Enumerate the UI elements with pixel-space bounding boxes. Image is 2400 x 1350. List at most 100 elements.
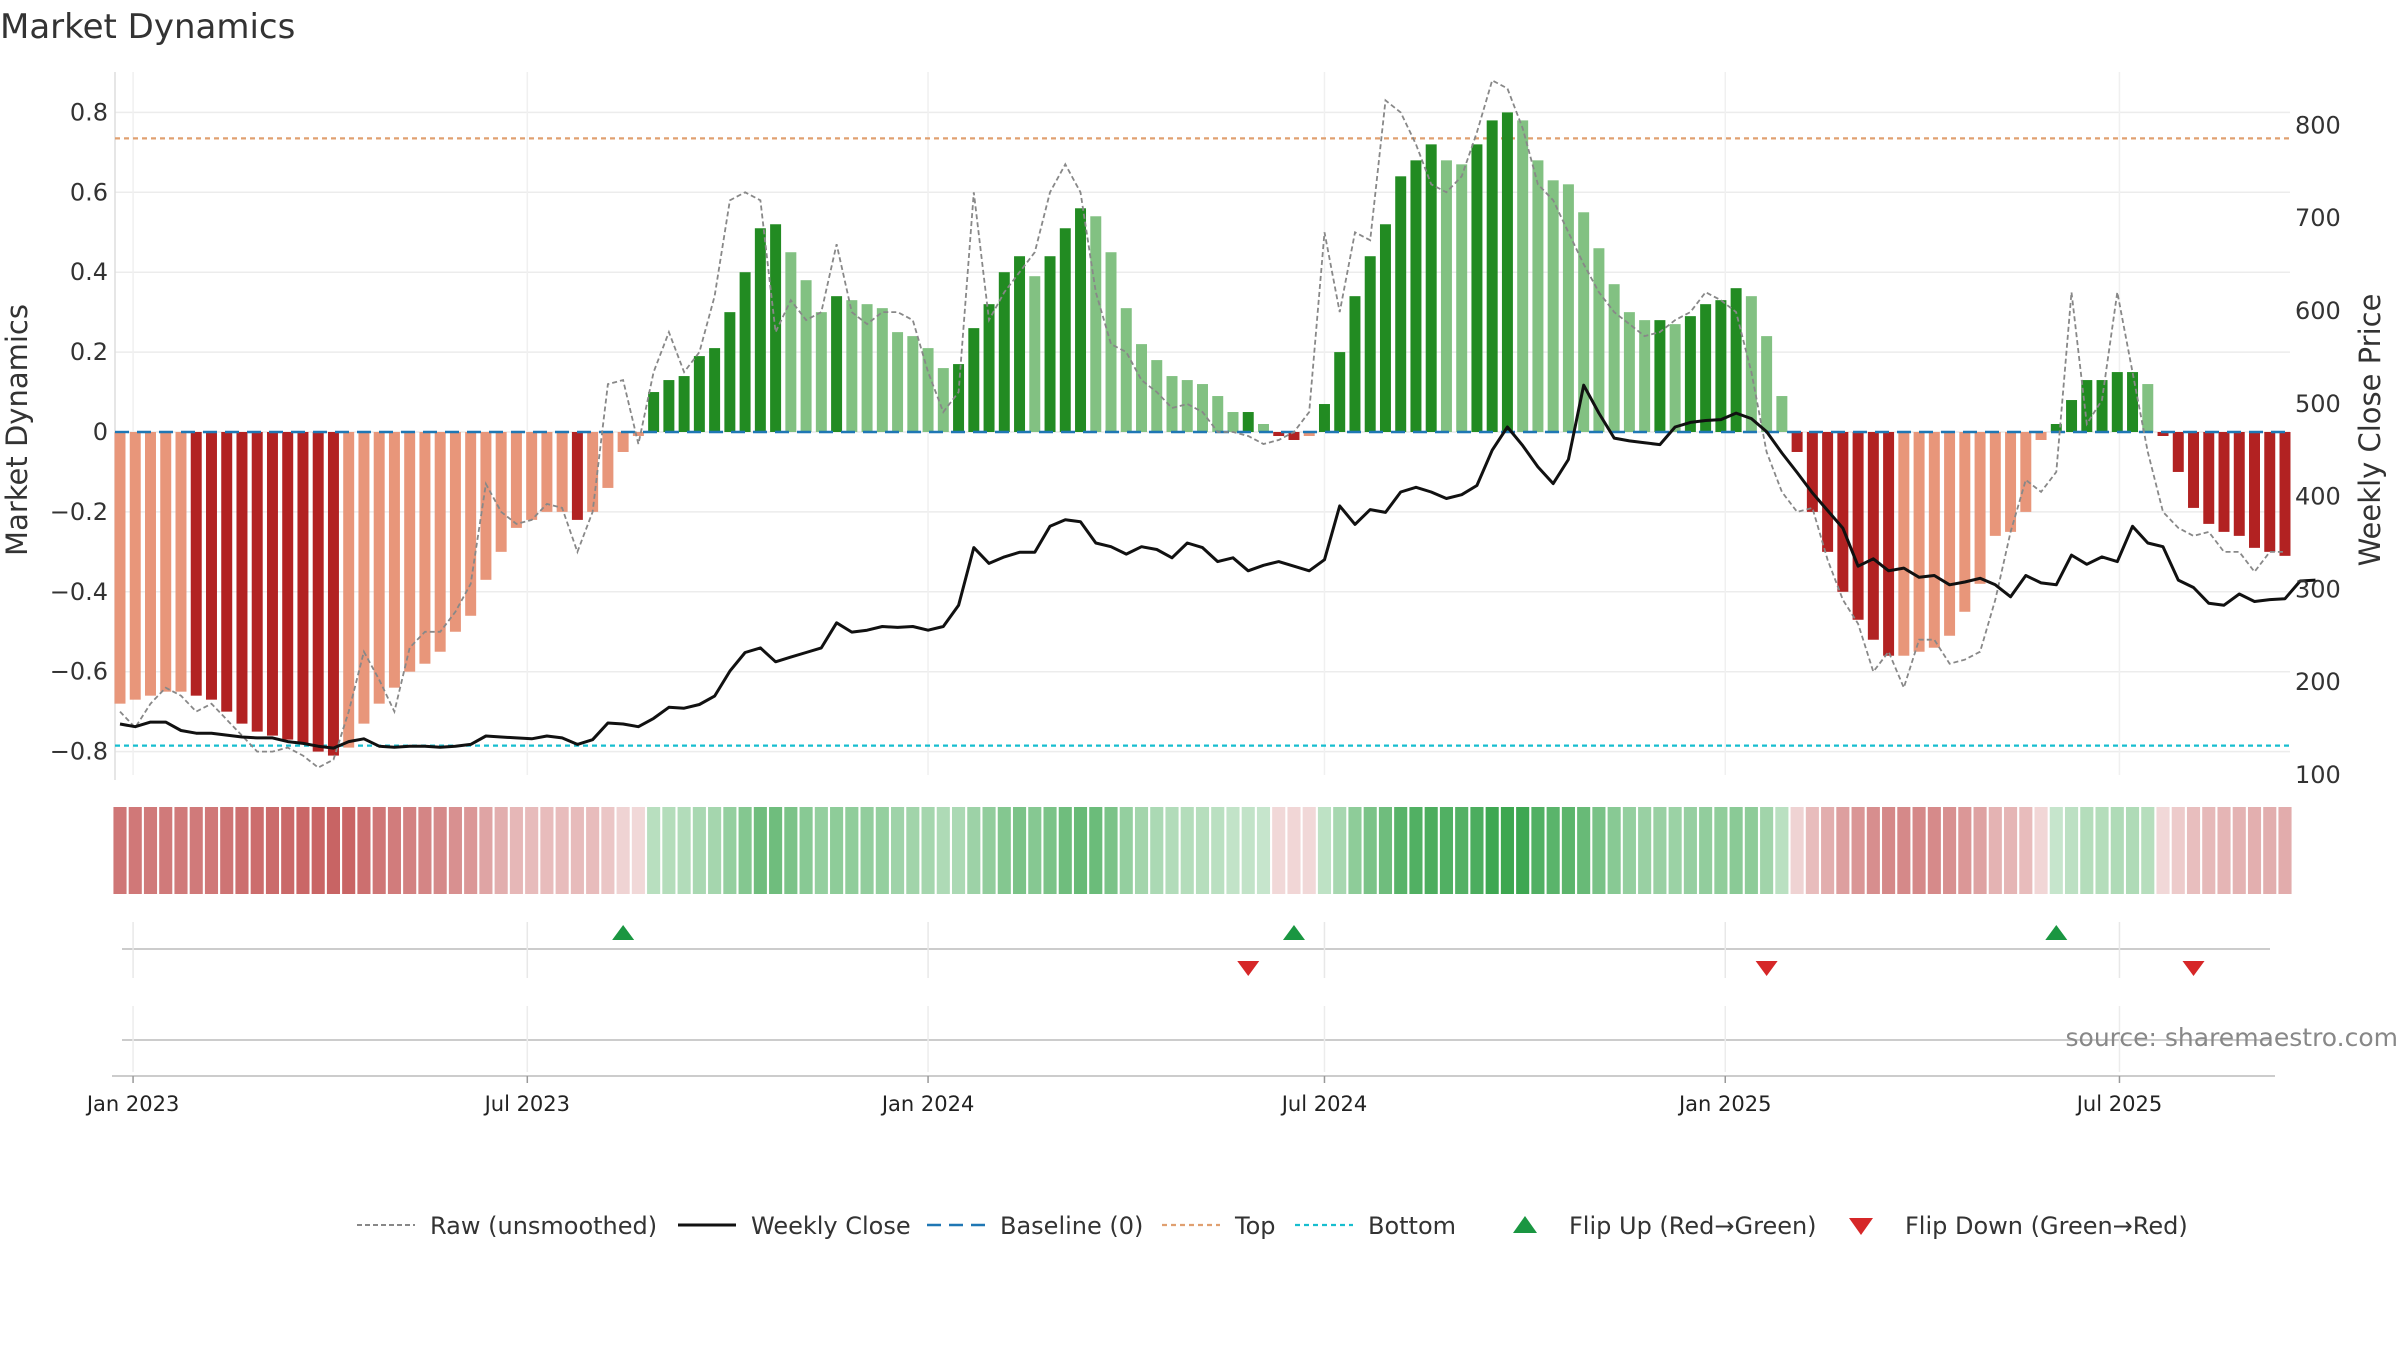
dynamics-bar [602,432,614,488]
regime-strip-cell [2141,807,2155,894]
dynamics-bar [1547,180,1559,432]
regime-strip-cell [418,807,432,894]
x-tick-label: Jan 2024 [880,1092,975,1116]
regime-strip-cell [1699,807,1713,894]
dynamics-bar [1623,312,1635,432]
x-axis-ticks: Jan 2023 Jul 2023 Jan 2024 Jul 2024 Jan 2025… [85,1076,2162,1116]
regime-strip-cell [570,807,584,894]
regime-strip-cell [448,807,462,894]
dynamics-bar [327,432,339,756]
dynamics-bar [998,272,1010,432]
dynamics-bar [1944,432,1956,636]
dynamics-bar [1684,316,1696,432]
dynamics-bar [1120,308,1132,432]
dynamics-bar [388,432,400,688]
dynamics-bar [2142,384,2154,432]
regime-strip-cell [2004,807,2018,894]
y-right-tick-label: 300 [2295,575,2341,603]
dynamics-bar [907,336,919,432]
dynamics-bar [754,228,766,432]
dynamics-bar [312,432,324,752]
regime-strip-cell [1043,807,1057,894]
regime-strip-cell [1836,807,1850,894]
dynamics-bar [1715,300,1727,432]
regime-strip-cell [1500,807,1514,894]
regime-strip-cell [1272,807,1286,894]
regime-strip-cell [2080,807,2094,894]
dynamics-bar [1562,184,1574,432]
axis-ticks: 0.8 0.6 0.4 0.2 0 −0.2 −0.4 −0.6 −0.8 800 700 600 50… [50,98,2341,789]
legend-label: Baseline (0) [1000,1212,1143,1240]
dynamics-bar [266,432,278,736]
legend-item-flipup: Flip Up (Red→Green) [1513,1212,1817,1240]
dynamics-bar [1425,144,1437,433]
regime-strip-cell [2217,807,2231,894]
dynamics-bar [434,432,446,652]
dynamics-bar [617,432,629,452]
dynamics-bar [221,432,233,712]
dynamics-bar [480,432,492,580]
regime-strip-cell [601,807,615,894]
regime-strip-cell [1287,807,1301,894]
dynamics-bar [2172,432,2184,472]
regime-strip-cell [1180,807,1194,894]
regime-strip-cell [1561,807,1575,894]
dynamics-bar [937,368,949,432]
series-lines [115,79,2316,769]
y-left-tick-label: 0.6 [70,178,108,206]
regime-strip-cell [128,807,142,894]
regime-strip-cell [1760,807,1774,894]
dynamics-bar [495,432,507,552]
dynamics-bar [1090,216,1102,432]
regime-strip-cell [1089,807,1103,894]
dynamics-bar [404,432,416,672]
regime-strip-cell [1485,807,1499,894]
regime-strip-cell [1424,807,1438,894]
flip-up-marker [1282,925,1305,940]
dynamics-bar [1837,432,1849,592]
dynamics-bar [815,312,827,432]
dynamics-bar [373,432,385,704]
dynamics-bar [236,432,248,724]
dynamics-bar [1822,432,1834,552]
regime-strip-cell [1409,807,1423,894]
dynamics-bar [922,348,934,432]
regime-strip-cell [2202,807,2216,894]
flip-up-marker [2045,925,2068,940]
regime-strip-cell [845,807,859,894]
y-right-tick-label: 500 [2295,390,2341,418]
flip-up-marker [612,925,635,940]
y-left-tick-label: −0.4 [50,578,108,606]
regime-strip-cell [113,807,127,894]
dynamics-bar [1044,256,1056,432]
dynamics-bar [1700,304,1712,432]
regime-strip-cell [784,807,798,894]
regime-strip-cell [2034,807,2048,894]
regime-strip-cell [311,807,325,894]
regime-strip-cell [235,807,249,894]
regime-strip-cell [1104,807,1118,894]
dynamics-bar [983,304,995,432]
y-right-tick-label: 400 [2295,483,2341,511]
regime-strip-cell [1073,807,1088,894]
regime-strip-cell [2064,807,2079,894]
dynamics-bar [1883,432,1895,656]
regime-strip-cell [540,807,554,894]
dynamics-bar [2050,424,2062,432]
regime-strip-cell [982,807,996,894]
dynamics-bar [129,432,141,700]
dynamics-bar [1791,432,1803,452]
x-tick-label: Jan 2025 [1677,1092,1772,1116]
regime-strip-cell [2110,807,2124,894]
regime-strip-cell [1226,807,1240,894]
y-left-tick-label: 0 [93,418,108,446]
regime-strip-cell [1683,807,1697,894]
regime-strip-cell [753,807,767,894]
x-tick-label: Jul 2024 [1280,1092,1367,1116]
dynamics-bar [861,304,873,432]
dynamics-bar [2157,432,2169,436]
regime-strip-cell [1973,807,1987,894]
dynamics-bar [2005,432,2017,532]
regime-strip-cell [723,807,737,894]
